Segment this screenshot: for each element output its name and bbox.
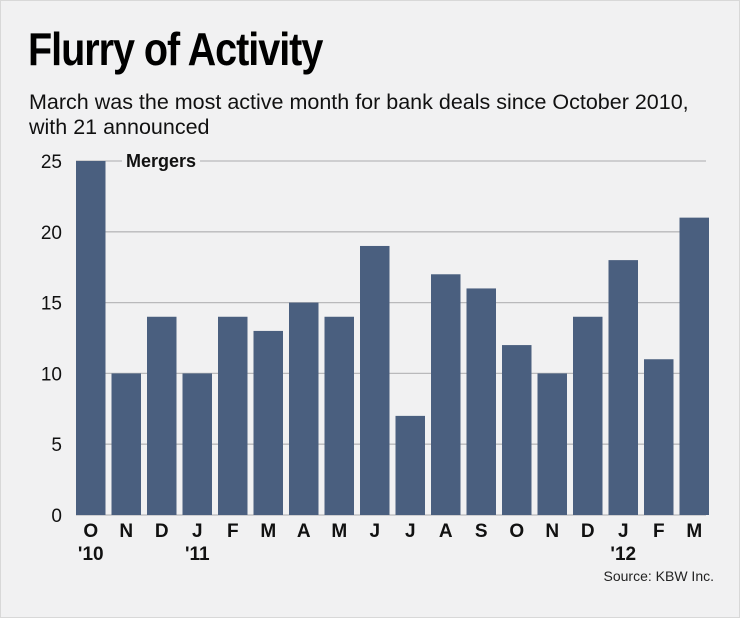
bar-8	[360, 245, 390, 515]
x-year-label: '10	[78, 544, 104, 565]
bar-2	[147, 316, 177, 515]
bar-7	[324, 316, 354, 515]
chart-subtitle: March was the most active month for bank…	[29, 90, 689, 139]
bars	[76, 161, 709, 515]
bar-15	[608, 260, 638, 515]
bar-12	[502, 345, 532, 515]
bar-1	[111, 373, 141, 515]
x-tick-label: A	[439, 521, 453, 542]
x-tick-label: F	[227, 521, 239, 542]
x-tick-label: J	[369, 521, 380, 542]
source-note: Source: KBW Inc.	[603, 568, 714, 584]
x-tick-label: J	[192, 521, 203, 542]
series-label-mergers: Mergers	[126, 151, 196, 171]
x-tick-label: N	[119, 521, 133, 542]
x-tick-label: M	[686, 521, 702, 542]
y-tick-label: 20	[41, 223, 62, 244]
series-label-background	[122, 150, 201, 172]
bar-13	[537, 373, 567, 515]
bar-17	[679, 217, 709, 515]
x-tick-label: D	[581, 521, 595, 542]
y-tick-label: 25	[41, 152, 62, 173]
bar-6	[289, 302, 319, 515]
x-tick-label: J	[618, 521, 629, 542]
bar-3	[182, 373, 212, 515]
y-tick-label: 10	[41, 364, 62, 385]
x-axis-ticks: O N D J F M A M J J A S O N D J F M'10'11'12	[78, 521, 702, 565]
x-tick-label: S	[475, 521, 488, 542]
bar-4	[218, 316, 248, 515]
bar-16	[644, 359, 674, 515]
x-tick-label: O	[83, 521, 98, 542]
x-tick-label: M	[260, 521, 276, 542]
x-tick-label: J	[405, 521, 416, 542]
x-tick-label: N	[545, 521, 559, 542]
x-tick-label: F	[653, 521, 665, 542]
bar-5	[253, 330, 283, 515]
x-tick-label: D	[155, 521, 169, 542]
bar-10	[431, 274, 461, 515]
series-label-group: Mergers	[122, 150, 201, 172]
bar-14	[573, 316, 603, 515]
bar-11	[466, 288, 496, 515]
bar-0	[76, 161, 106, 515]
x-tick-label: M	[331, 521, 347, 542]
x-year-label: '11	[185, 544, 210, 565]
chart-title: Flurry of Activity	[28, 23, 323, 75]
bar-9	[395, 415, 425, 515]
y-tick-label: 15	[41, 294, 62, 315]
x-tick-label: O	[509, 521, 524, 542]
y-axis-ticks: 0 5 10 15 20 25	[41, 152, 62, 527]
x-year-label: '12	[610, 544, 636, 565]
y-tick-label: 0	[51, 506, 62, 527]
x-tick-label: A	[297, 521, 311, 542]
y-tick-label: 5	[51, 435, 62, 456]
